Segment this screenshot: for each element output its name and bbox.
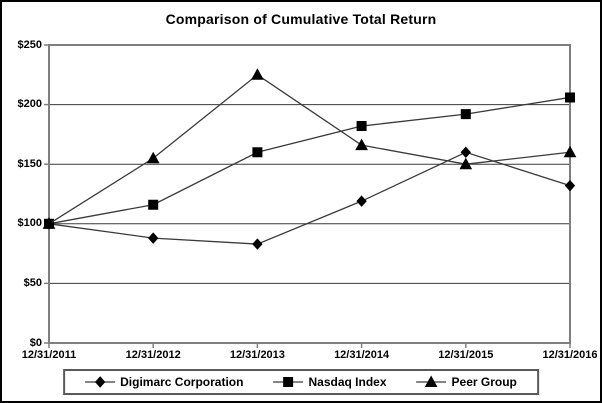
y-axis-tick-label: $200 — [17, 98, 42, 111]
legend-label: Nasdaq Index — [308, 375, 387, 389]
square-marker — [460, 109, 471, 120]
x-axis-tick-label: 12/31/2013 — [229, 349, 285, 361]
square-marker — [565, 92, 575, 103]
legend-label: Digimarc Corporation — [120, 375, 244, 389]
square-marker — [356, 121, 367, 132]
diamond-legend-icon — [85, 376, 116, 388]
diamond-marker — [564, 179, 576, 192]
square-legend-icon — [273, 377, 304, 387]
plot-area — [42, 44, 577, 348]
triangle-marker — [355, 138, 368, 151]
x-axis-tick-label: 12/31/2011 — [21, 349, 77, 361]
x-axis-tick-label: 12/31/2014 — [334, 349, 390, 361]
x-axis-tick-label: 12/31/2016 — [542, 349, 598, 361]
legend-item: Nasdaq Index — [273, 375, 387, 389]
series-line-triangle — [48, 73, 571, 225]
triangle-marker — [42, 217, 56, 229]
x-axis-tick-label: 12/31/2012 — [125, 349, 181, 361]
legend: Digimarc Corporation Nasdaq Index Peer Gro… — [63, 369, 539, 395]
y-axis-tick-label: $0 — [29, 336, 42, 349]
x-axis-tick-label: 12/31/2015 — [438, 349, 494, 361]
legend-item: Digimarc Corporation — [85, 375, 243, 389]
triangle-marker — [563, 145, 577, 158]
diamond-marker — [148, 232, 159, 244]
triangle-marker — [146, 151, 160, 164]
triangle-legend-icon — [416, 375, 447, 387]
legend-item: Peer Group — [416, 375, 517, 389]
plot-border — [48, 44, 571, 344]
diamond-marker — [460, 146, 471, 159]
triangle-marker — [251, 68, 264, 80]
square-marker — [148, 199, 159, 210]
legend-label: Peer Group — [451, 375, 517, 389]
square-marker — [252, 147, 263, 158]
y-axis-tick-label: $250 — [17, 38, 42, 51]
diamond-marker — [252, 238, 263, 250]
triangle-marker — [459, 157, 473, 170]
series-line-square — [48, 96, 571, 225]
y-axis-tick-label: $100 — [17, 217, 42, 230]
y-axis-tick-label: $150 — [17, 157, 42, 170]
y-axis-tick-label: $50 — [23, 276, 42, 289]
series-line-diamond — [48, 151, 571, 245]
diamond-marker — [356, 195, 367, 207]
chart-title: Comparison of Cumulative Total Return — [165, 11, 437, 27]
